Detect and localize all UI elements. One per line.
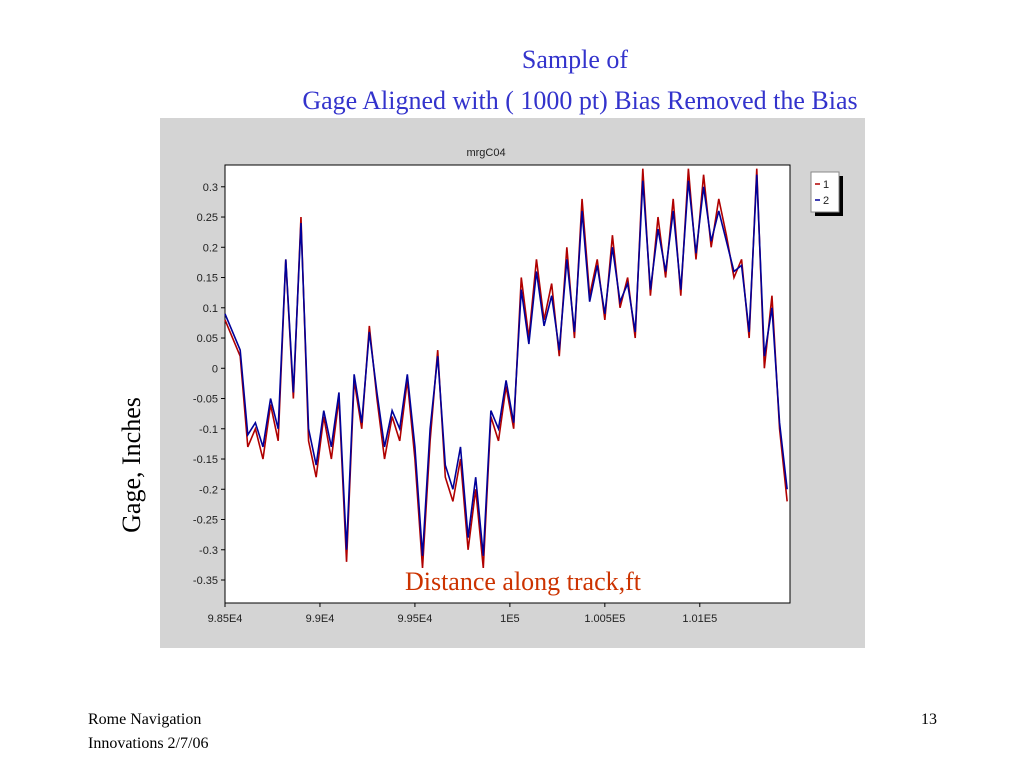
x-tick-label: 9.85E4 <box>208 613 243 625</box>
chart-subtitle: Gage Aligned with ( 1000 pt) Bias Remove… <box>302 86 857 115</box>
x-tick-label: 9.9E4 <box>306 613 335 625</box>
chart-title: Sample of <box>522 45 628 74</box>
y-tick-label: 0.1 <box>203 303 218 315</box>
plot-title: mrgC04 <box>466 147 505 159</box>
legend-box <box>810 171 840 213</box>
x-tick-label: 9.95E4 <box>397 613 432 625</box>
x-tick-label: 1.01E5 <box>682 613 717 625</box>
legend-label: 1 <box>823 179 829 191</box>
annotation: Distance along track,ft <box>405 567 642 596</box>
y-tick-label: 0.05 <box>197 333 218 345</box>
y-tick-label: 0.25 <box>197 212 218 224</box>
legend-label: 2 <box>823 195 829 207</box>
x-tick-label: 1.005E5 <box>584 613 625 625</box>
y-axis-label: Gage, Inches <box>117 397 146 533</box>
footer-text: Innovations 2/7/06 <box>88 735 208 752</box>
series-line <box>224 174 788 556</box>
y-tick-label: -0.3 <box>199 545 218 557</box>
y-tick-label: 0 <box>212 363 218 375</box>
y-tick-label: 0.3 <box>203 182 218 194</box>
x-tick-label: 1E5 <box>500 613 520 625</box>
footer-text: Rome Navigation <box>88 711 201 728</box>
y-tick-label: -0.35 <box>193 575 218 587</box>
page-number: 13 <box>921 711 937 728</box>
y-tick-label: 0.2 <box>203 242 218 254</box>
y-tick-label: -0.15 <box>193 454 218 466</box>
y-tick-label: -0.05 <box>193 394 218 406</box>
y-tick-label: 0.15 <box>197 273 218 285</box>
y-tick-label: -0.25 <box>193 515 218 527</box>
y-tick-label: -0.2 <box>199 484 218 496</box>
y-tick-label: -0.1 <box>199 424 218 436</box>
plot <box>224 168 788 568</box>
